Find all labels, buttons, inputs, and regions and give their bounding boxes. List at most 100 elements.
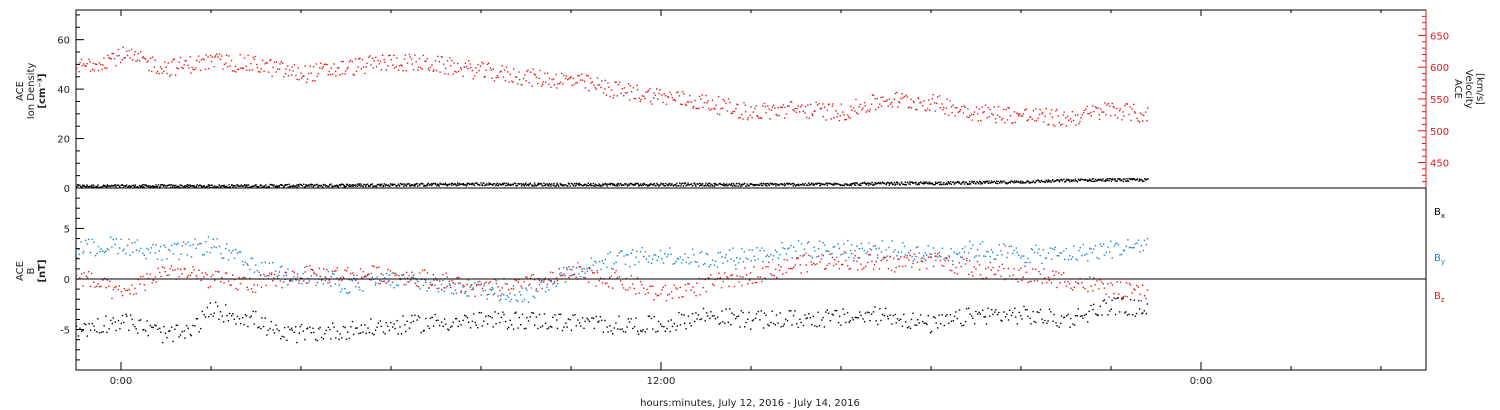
data-point <box>595 261 597 264</box>
data-point <box>510 298 513 301</box>
data-point <box>259 274 262 277</box>
data-point <box>1031 118 1033 120</box>
data-point <box>220 186 222 188</box>
data-point <box>382 274 384 276</box>
data-point <box>869 183 871 185</box>
data-point <box>265 186 268 189</box>
data-point <box>719 113 721 116</box>
data-point <box>1010 314 1013 317</box>
data-point <box>867 261 869 264</box>
data-point <box>1105 113 1107 116</box>
data-point <box>462 286 464 288</box>
data-point <box>368 273 370 275</box>
data-point <box>961 325 963 327</box>
data-point <box>891 183 894 186</box>
data-point <box>1141 313 1143 315</box>
data-point <box>468 295 470 297</box>
data-point <box>1074 178 1076 180</box>
data-point <box>589 266 591 269</box>
data-point <box>115 186 117 188</box>
data-point <box>142 184 144 186</box>
data-point <box>175 243 178 246</box>
data-point <box>103 325 105 327</box>
data-point <box>111 52 113 55</box>
data-point <box>146 247 148 250</box>
data-point <box>971 181 973 183</box>
data-point <box>1002 117 1004 120</box>
data-point <box>335 184 338 186</box>
data-point <box>923 183 925 185</box>
data-point <box>141 184 143 186</box>
data-point <box>474 282 476 284</box>
data-point <box>236 184 238 186</box>
data-point <box>1059 282 1061 284</box>
data-point <box>1133 246 1135 249</box>
data-point <box>512 328 515 330</box>
data-point <box>720 183 723 186</box>
data-point <box>585 74 588 77</box>
data-point <box>861 108 863 111</box>
data-point <box>871 260 873 263</box>
data-point <box>763 183 765 185</box>
data-point <box>1116 107 1118 110</box>
data-point <box>995 182 997 184</box>
data-point <box>547 72 549 74</box>
data-point <box>177 242 179 245</box>
data-point <box>460 291 462 293</box>
data-point <box>1039 181 1042 184</box>
data-point <box>869 319 871 322</box>
data-point <box>471 320 474 323</box>
data-point <box>147 334 149 337</box>
data-point <box>111 184 113 187</box>
data-point <box>233 257 236 260</box>
data-point <box>273 332 276 334</box>
data-point <box>1111 102 1113 105</box>
data-point <box>238 251 240 253</box>
data-point <box>998 244 1000 246</box>
data-point <box>474 295 476 297</box>
data-point <box>937 253 939 255</box>
data-point <box>1037 179 1040 181</box>
data-point <box>159 66 162 68</box>
data-point <box>462 319 464 322</box>
data-point <box>1125 311 1127 313</box>
data-point <box>629 182 632 185</box>
data-point <box>638 261 640 263</box>
data-point <box>994 118 997 120</box>
data-point <box>483 320 485 322</box>
data-point <box>1145 111 1147 113</box>
data-point <box>566 185 568 187</box>
data-point <box>161 68 163 70</box>
data-point <box>302 330 304 332</box>
data-point <box>865 183 867 185</box>
data-point <box>751 249 753 251</box>
data-point <box>353 74 355 76</box>
data-point <box>989 108 991 111</box>
data-point <box>580 184 582 186</box>
data-point <box>451 325 453 327</box>
data-point <box>952 260 954 262</box>
data-point <box>387 268 389 271</box>
data-point <box>838 315 841 318</box>
data-point <box>535 316 538 318</box>
data-point <box>220 185 222 188</box>
data-point <box>150 247 153 249</box>
data-point <box>750 328 752 330</box>
data-point <box>295 326 297 328</box>
data-point <box>822 241 824 244</box>
data-point <box>251 257 254 260</box>
data-point <box>825 119 827 121</box>
data-point <box>345 270 348 272</box>
data-point <box>418 57 421 60</box>
data-point <box>616 185 619 187</box>
data-point <box>378 184 381 186</box>
data-point <box>737 185 739 187</box>
data-point <box>578 184 580 186</box>
data-point <box>97 283 99 285</box>
data-point <box>753 266 755 268</box>
data-point <box>938 95 941 97</box>
data-point <box>498 183 500 185</box>
data-point <box>900 251 903 253</box>
data-point <box>277 68 279 70</box>
data-point <box>214 56 216 58</box>
